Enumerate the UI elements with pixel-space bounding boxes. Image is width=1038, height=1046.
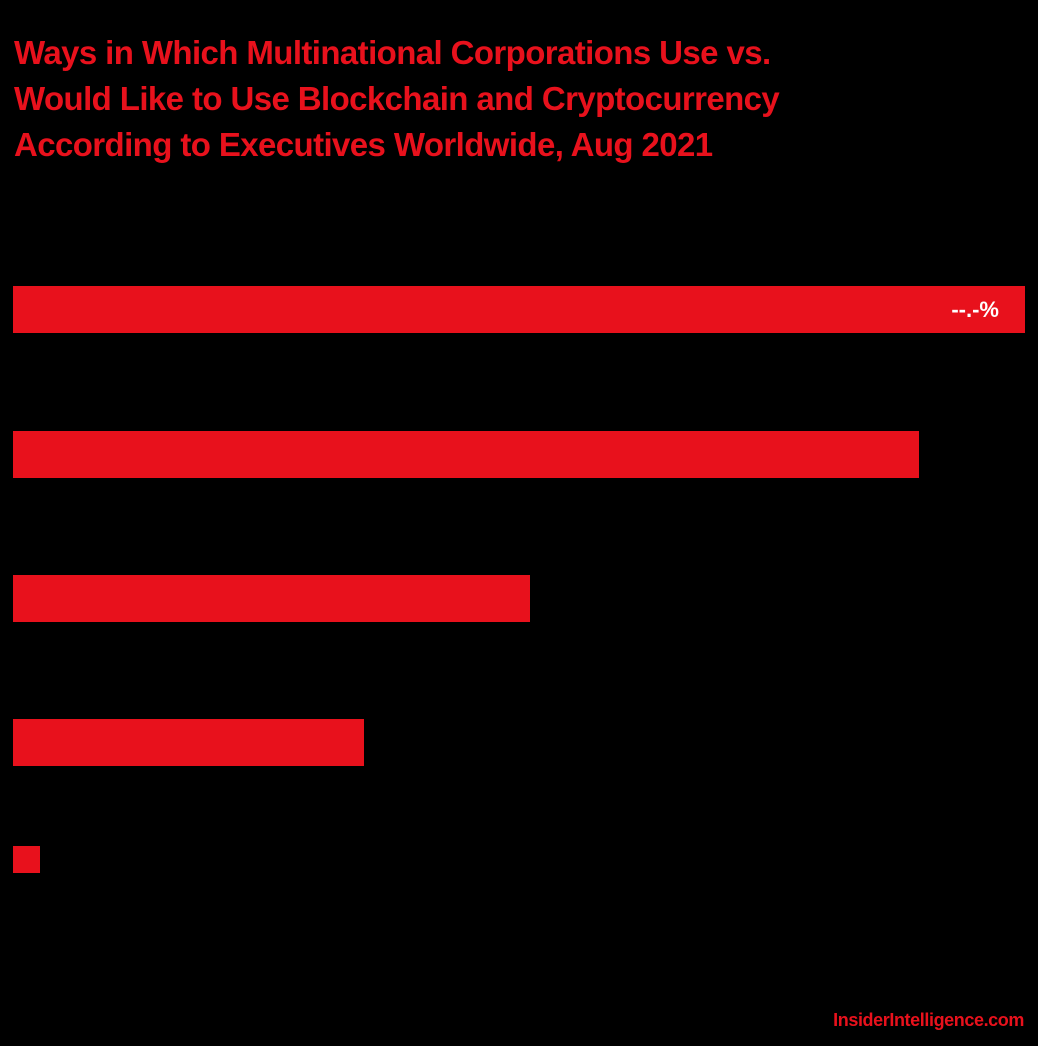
chart-title-line-2: Would Like to Use Blockchain and Cryptoc… (14, 80, 780, 117)
bar-2 (13, 431, 919, 478)
bar-1: --.-% (13, 286, 1025, 333)
source-credit: InsiderIntelligence.com (833, 1010, 1024, 1030)
bar-chart-plot-area: --.-% (13, 286, 1025, 886)
bar-4 (13, 719, 365, 766)
chart-title-line-3: According to Executives Worldwide, Aug 2… (14, 126, 713, 163)
bar-3 (13, 575, 531, 622)
legend-swatch (13, 846, 40, 873)
bar-1-value-label: --.-% (951, 297, 999, 322)
chart-title-line-1: Ways in Which Multinational Corporations… (14, 34, 771, 71)
chart-title: Ways in Which Multinational Corporations… (14, 30, 1024, 168)
